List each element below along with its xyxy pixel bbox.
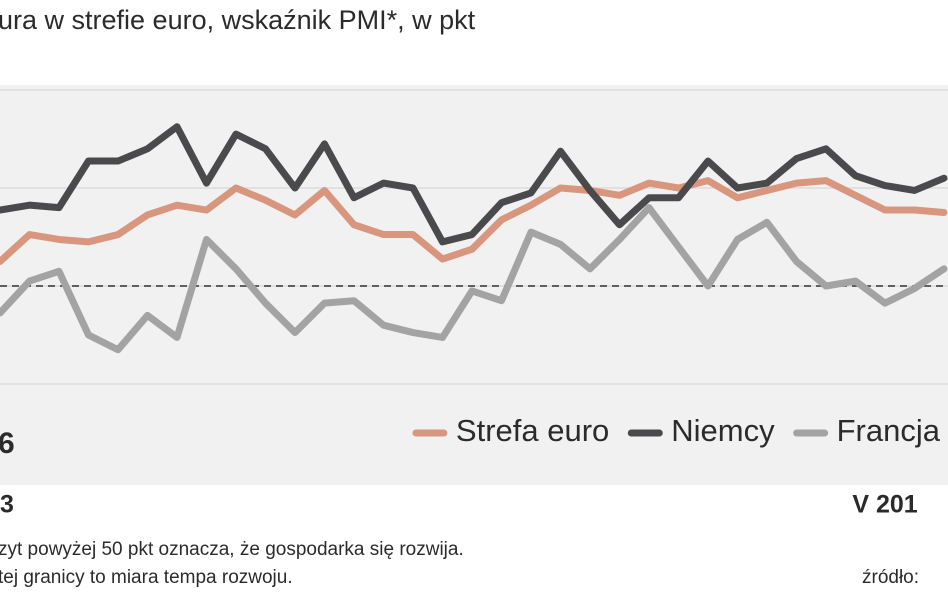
chart-title: ura w strefie euro, wskaźnik PMI*, w pkt — [0, 5, 476, 35]
footnote: zyt powyżej 50 pkt oznacza, że gospodark… — [0, 539, 464, 560]
legend-label: Strefa euro — [456, 413, 609, 448]
legend-label: Francja — [837, 413, 941, 448]
source: źródło: — [862, 567, 919, 588]
y-tick-label: 6 — [0, 427, 15, 460]
plot-background — [0, 85, 948, 485]
legend-label: Niemcy — [671, 413, 775, 448]
footnote: tej granicy to miara tempa rozwoju. — [0, 567, 293, 588]
series-line — [0, 177, 948, 265]
x-tick-label: V 201 — [852, 491, 917, 519]
x-tick-label: 13 — [0, 491, 14, 519]
series-line — [0, 204, 948, 354]
series-line — [0, 123, 948, 246]
